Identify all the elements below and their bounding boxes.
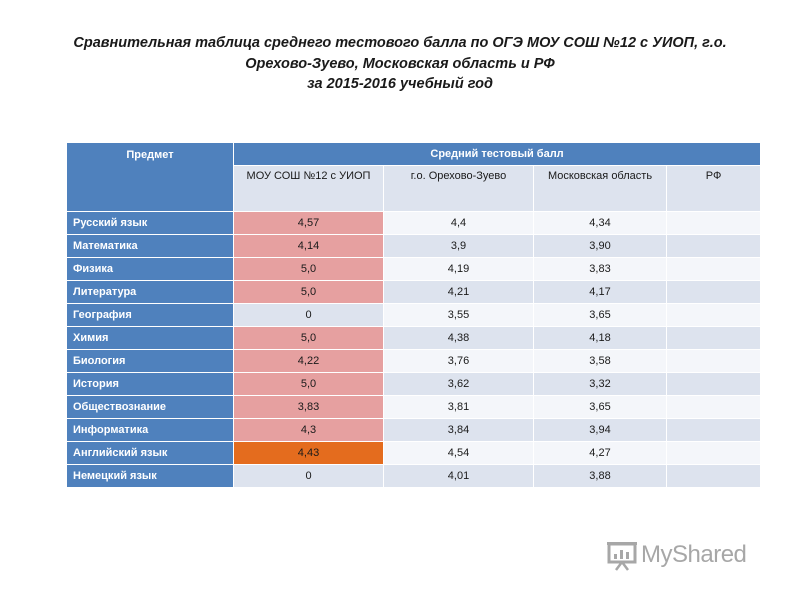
score-cell-russia — [665, 211, 762, 235]
score-cell-region: 3,83 — [533, 257, 667, 281]
score-cell-city: 4,01 — [383, 464, 534, 488]
score-cell-russia — [665, 326, 762, 350]
subject-cell: Английский язык — [66, 441, 234, 465]
score-cell-russia — [665, 372, 762, 396]
column-header-russia: РФ — [665, 165, 762, 212]
table-row: Русский язык 4,57 4,4 4,34 — [66, 211, 762, 235]
score-cell-russia — [665, 303, 762, 327]
score-cell-region: 3,58 — [533, 349, 667, 373]
score-cell-school: 0 — [233, 464, 384, 488]
score-cell-school: 4,22 — [233, 349, 384, 373]
score-cell-region: 3,90 — [533, 234, 667, 258]
score-cell-city: 3,84 — [383, 418, 534, 442]
table-row: Химия 5,0 4,38 4,18 — [66, 326, 762, 350]
score-cell-russia — [665, 418, 762, 442]
subject-cell: Немецкий язык — [66, 464, 234, 488]
subject-cell: Литература — [66, 280, 234, 304]
subject-header: Предмет — [66, 142, 234, 212]
score-cell-russia — [665, 464, 762, 488]
subject-cell: Биология — [66, 349, 234, 373]
score-cell-russia — [665, 280, 762, 304]
score-cell-region: 3,32 — [533, 372, 667, 396]
table-row: Математика 4,14 3,9 3,90 — [66, 234, 762, 258]
average-score-header: Средний тестовый балл — [232, 141, 762, 167]
score-cell-school: 5,0 — [233, 257, 384, 281]
table-row: Немецкий язык 0 4,01 3,88 — [66, 464, 762, 488]
score-cell-region: 4,27 — [533, 441, 667, 465]
score-cell-region: 3,65 — [533, 395, 667, 419]
score-cell-region: 3,65 — [533, 303, 667, 327]
score-cell-city: 3,81 — [383, 395, 534, 419]
title-line-2: Орехово-Зуево, Московская область и РФ — [245, 55, 555, 72]
column-header-region: Московская область — [533, 165, 667, 212]
score-cell-region: 4,17 — [533, 280, 667, 304]
subject-cell: Физика — [66, 257, 234, 281]
score-cell-school: 5,0 — [233, 326, 384, 350]
score-cell-russia — [665, 441, 762, 465]
title-line-3: за 2015-2016 учебный год — [307, 76, 493, 92]
score-cell-region: 4,18 — [533, 326, 667, 350]
score-cell-city: 4,54 — [383, 441, 534, 465]
score-cell-region: 3,94 — [533, 418, 667, 442]
watermark-text: MyShared — [641, 541, 747, 568]
score-cell-region: 3,88 — [533, 464, 667, 488]
subject-cell: Обществознание — [66, 395, 234, 419]
table-row: Английский язык 4,43 4,54 4,27 — [66, 441, 762, 465]
score-cell-school: 4,57 — [233, 211, 384, 235]
score-cell-city: 3,9 — [383, 234, 534, 258]
title-line-1: Сравнительная таблица среднего тестового… — [73, 35, 727, 51]
score-cell-city: 3,62 — [383, 372, 534, 396]
score-cell-city: 4,38 — [383, 326, 534, 350]
subject-cell: Химия — [66, 326, 234, 350]
scores-table: Предмет Средний тестовый балл МОУ СОШ №1… — [66, 141, 762, 488]
score-cell-school: 5,0 — [233, 372, 384, 396]
table-row: Биология 4,22 3,76 3,58 — [66, 349, 762, 373]
score-cell-city: 4,19 — [383, 257, 534, 281]
score-cell-city: 3,76 — [383, 349, 534, 373]
table-row: Физика 5,0 4,19 3,83 — [66, 257, 762, 281]
subject-cell: География — [66, 303, 234, 327]
presentation-board-icon — [607, 542, 637, 571]
score-cell-school: 3,83 — [233, 395, 384, 419]
table-row: Информатика 4,3 3,84 3,94 — [66, 418, 762, 442]
table-row: История 5,0 3,62 3,32 — [66, 372, 762, 396]
subject-cell: Информатика — [66, 418, 234, 442]
score-cell-city: 3,55 — [383, 303, 534, 327]
column-header-city: г.о. Орехово-Зуево — [383, 165, 534, 212]
table-row: География 0 3,55 3,65 — [66, 303, 762, 327]
score-cell-school: 4,43 — [233, 441, 384, 465]
score-cell-school: 5,0 — [233, 280, 384, 304]
subject-cell: Математика — [66, 234, 234, 258]
score-cell-russia — [665, 257, 762, 281]
score-cell-region: 4,34 — [533, 211, 667, 235]
score-cell-russia — [665, 349, 762, 373]
table-body: Русский язык 4,57 4,4 4,34 Математика 4,14 3,9… — [66, 211, 762, 488]
score-cell-russia — [665, 234, 762, 258]
score-cell-city: 4,4 — [383, 211, 534, 235]
page-title: Сравнительная таблица среднего тестового… — [0, 33, 800, 95]
score-cell-school: 4,14 — [233, 234, 384, 258]
watermark-logo: MyShared — [606, 537, 747, 573]
subject-cell: Русский язык — [66, 211, 234, 235]
score-cell-city: 4,21 — [383, 280, 534, 304]
table-row: Обществознание 3,83 3,81 3,65 — [66, 395, 762, 419]
subject-cell: История — [66, 372, 234, 396]
column-header-school: МОУ СОШ №12 с УИОП — [233, 165, 384, 212]
score-cell-school: 0 — [233, 303, 384, 327]
score-cell-school: 4,3 — [233, 418, 384, 442]
table-row: Литература 5,0 4,21 4,17 — [66, 280, 762, 304]
score-cell-russia — [665, 395, 762, 419]
